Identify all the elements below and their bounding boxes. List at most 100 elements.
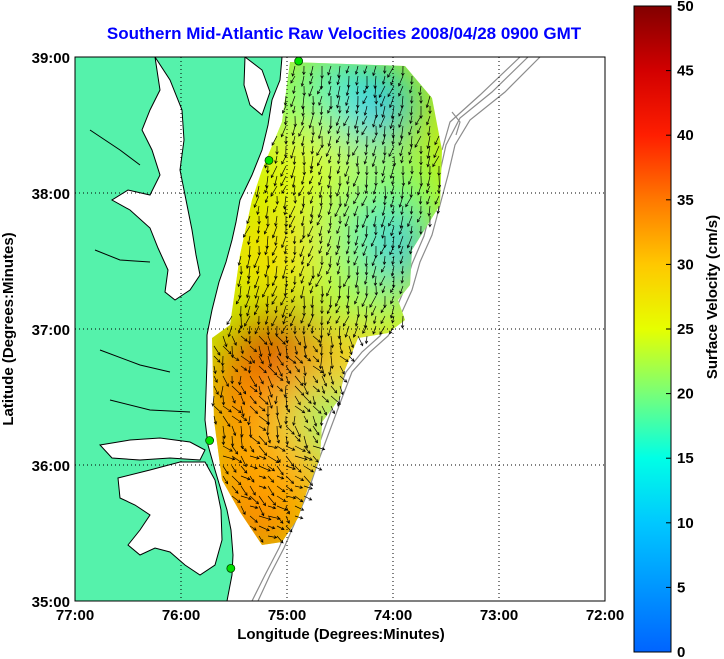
velocity-arrow (237, 275, 242, 288)
y-tick-label: 37:00 (32, 322, 70, 339)
velocity-arrow (390, 285, 395, 294)
velocity-arrow (381, 75, 386, 85)
velocity-arrow (321, 405, 327, 416)
velocity-arrow (222, 465, 229, 475)
velocity-arrow (285, 355, 297, 364)
velocity-arrow (381, 165, 386, 177)
velocity-arrow (382, 125, 387, 138)
velocity-arrow (267, 465, 276, 472)
velocity-arrow (364, 225, 369, 238)
velocity-arrow (364, 175, 369, 189)
velocity-arrow (274, 395, 278, 405)
velocity-arrow (405, 195, 413, 208)
velocity-arrow (266, 415, 271, 426)
velocity-arrow (258, 445, 268, 457)
velocity-arrow (292, 85, 296, 95)
velocity-arrow (254, 285, 260, 299)
velocity-arrow (383, 235, 387, 249)
velocity-arrow (290, 265, 296, 274)
velocity-arrow (285, 445, 296, 451)
velocity-arrow (312, 385, 321, 393)
velocity-arrow (240, 405, 245, 418)
velocity-arrow (400, 155, 404, 164)
velocity-arrow (306, 255, 314, 267)
velocity-arrow (326, 235, 332, 248)
velocity-arrow (290, 145, 296, 159)
velocity-arrow (346, 305, 350, 315)
radar-station-marker (205, 436, 215, 445)
velocity-arrow (311, 95, 316, 106)
velocity-arrow (281, 265, 287, 280)
velocity-arrow (434, 195, 440, 205)
velocity-arrow (231, 335, 237, 346)
velocity-arrow (348, 355, 355, 362)
velocity-arrow (327, 225, 332, 234)
velocity-arrow (222, 345, 232, 355)
velocity-arrow (246, 275, 251, 285)
velocity-arrow (355, 125, 360, 134)
velocity-arrow (353, 205, 359, 217)
velocity-arrow (231, 395, 236, 404)
velocity-arrow (267, 485, 275, 497)
velocity-arrow (258, 365, 267, 374)
velocity-arrow (336, 225, 341, 235)
velocity-arrow (398, 85, 404, 97)
velocity-arrow (344, 215, 350, 227)
velocity-arrow (266, 325, 271, 336)
velocity-arrow (300, 315, 305, 324)
velocity-arrow (258, 385, 263, 396)
velocity-arrow (249, 405, 259, 415)
velocity-arrow (270, 185, 278, 197)
velocity-arrow (399, 215, 404, 229)
velocity-arrow (276, 345, 282, 357)
velocity-arrow (336, 95, 341, 109)
velocity-arrow (318, 225, 323, 237)
velocity-arrow (321, 395, 330, 403)
velocity-arrow (382, 155, 386, 165)
velocity-arrow (356, 186, 360, 197)
velocity-arrow (258, 355, 264, 365)
velocity-arrow (244, 295, 251, 309)
velocity-arrow (374, 245, 378, 259)
x-tick-label: 72:00 (586, 607, 624, 624)
velocity-arrow (231, 355, 240, 361)
velocity-arrow (406, 235, 413, 249)
velocity-arrow (312, 345, 318, 353)
velocity-arrow (310, 325, 315, 335)
velocity-arrows (211, 65, 442, 544)
velocity-arrow (243, 225, 251, 238)
velocity-arrow (281, 185, 287, 194)
velocity-arrow (379, 115, 386, 129)
velocity-arrow (308, 185, 314, 196)
velocity-arrow (222, 455, 236, 461)
velocity-arrow (336, 125, 341, 135)
velocity-arrow (222, 415, 231, 428)
velocity-arrow (274, 155, 278, 165)
velocity-arrow (352, 145, 359, 156)
velocity-arrow (264, 185, 269, 194)
velocity-arrow (280, 175, 287, 187)
velocity-arrow (311, 105, 315, 116)
velocity-arrow (389, 305, 395, 319)
velocity-arrow (428, 106, 432, 115)
velocity-arrow (317, 205, 323, 219)
velocity-arrow (271, 295, 278, 305)
velocity-arrow (372, 325, 377, 335)
velocity-arrow (346, 235, 351, 245)
velocity-arrow (258, 485, 267, 490)
velocity-arrow (299, 235, 305, 244)
velocity-arrow (409, 245, 413, 255)
pamlico-sound (117, 461, 223, 576)
velocity-arrow (380, 315, 386, 325)
velocity-arrow (335, 305, 341, 314)
velocity-arrow (371, 155, 377, 168)
velocity-arrow (401, 175, 406, 187)
velocity-arrow (426, 155, 431, 168)
velocity-arrow (372, 215, 377, 228)
velocity-arrow (267, 505, 277, 510)
velocity-arrow (317, 125, 323, 140)
velocity-arrow (328, 365, 332, 376)
velocity-arrow (222, 405, 232, 413)
velocity-arrow (303, 475, 314, 487)
velocity-arrow (387, 85, 395, 98)
